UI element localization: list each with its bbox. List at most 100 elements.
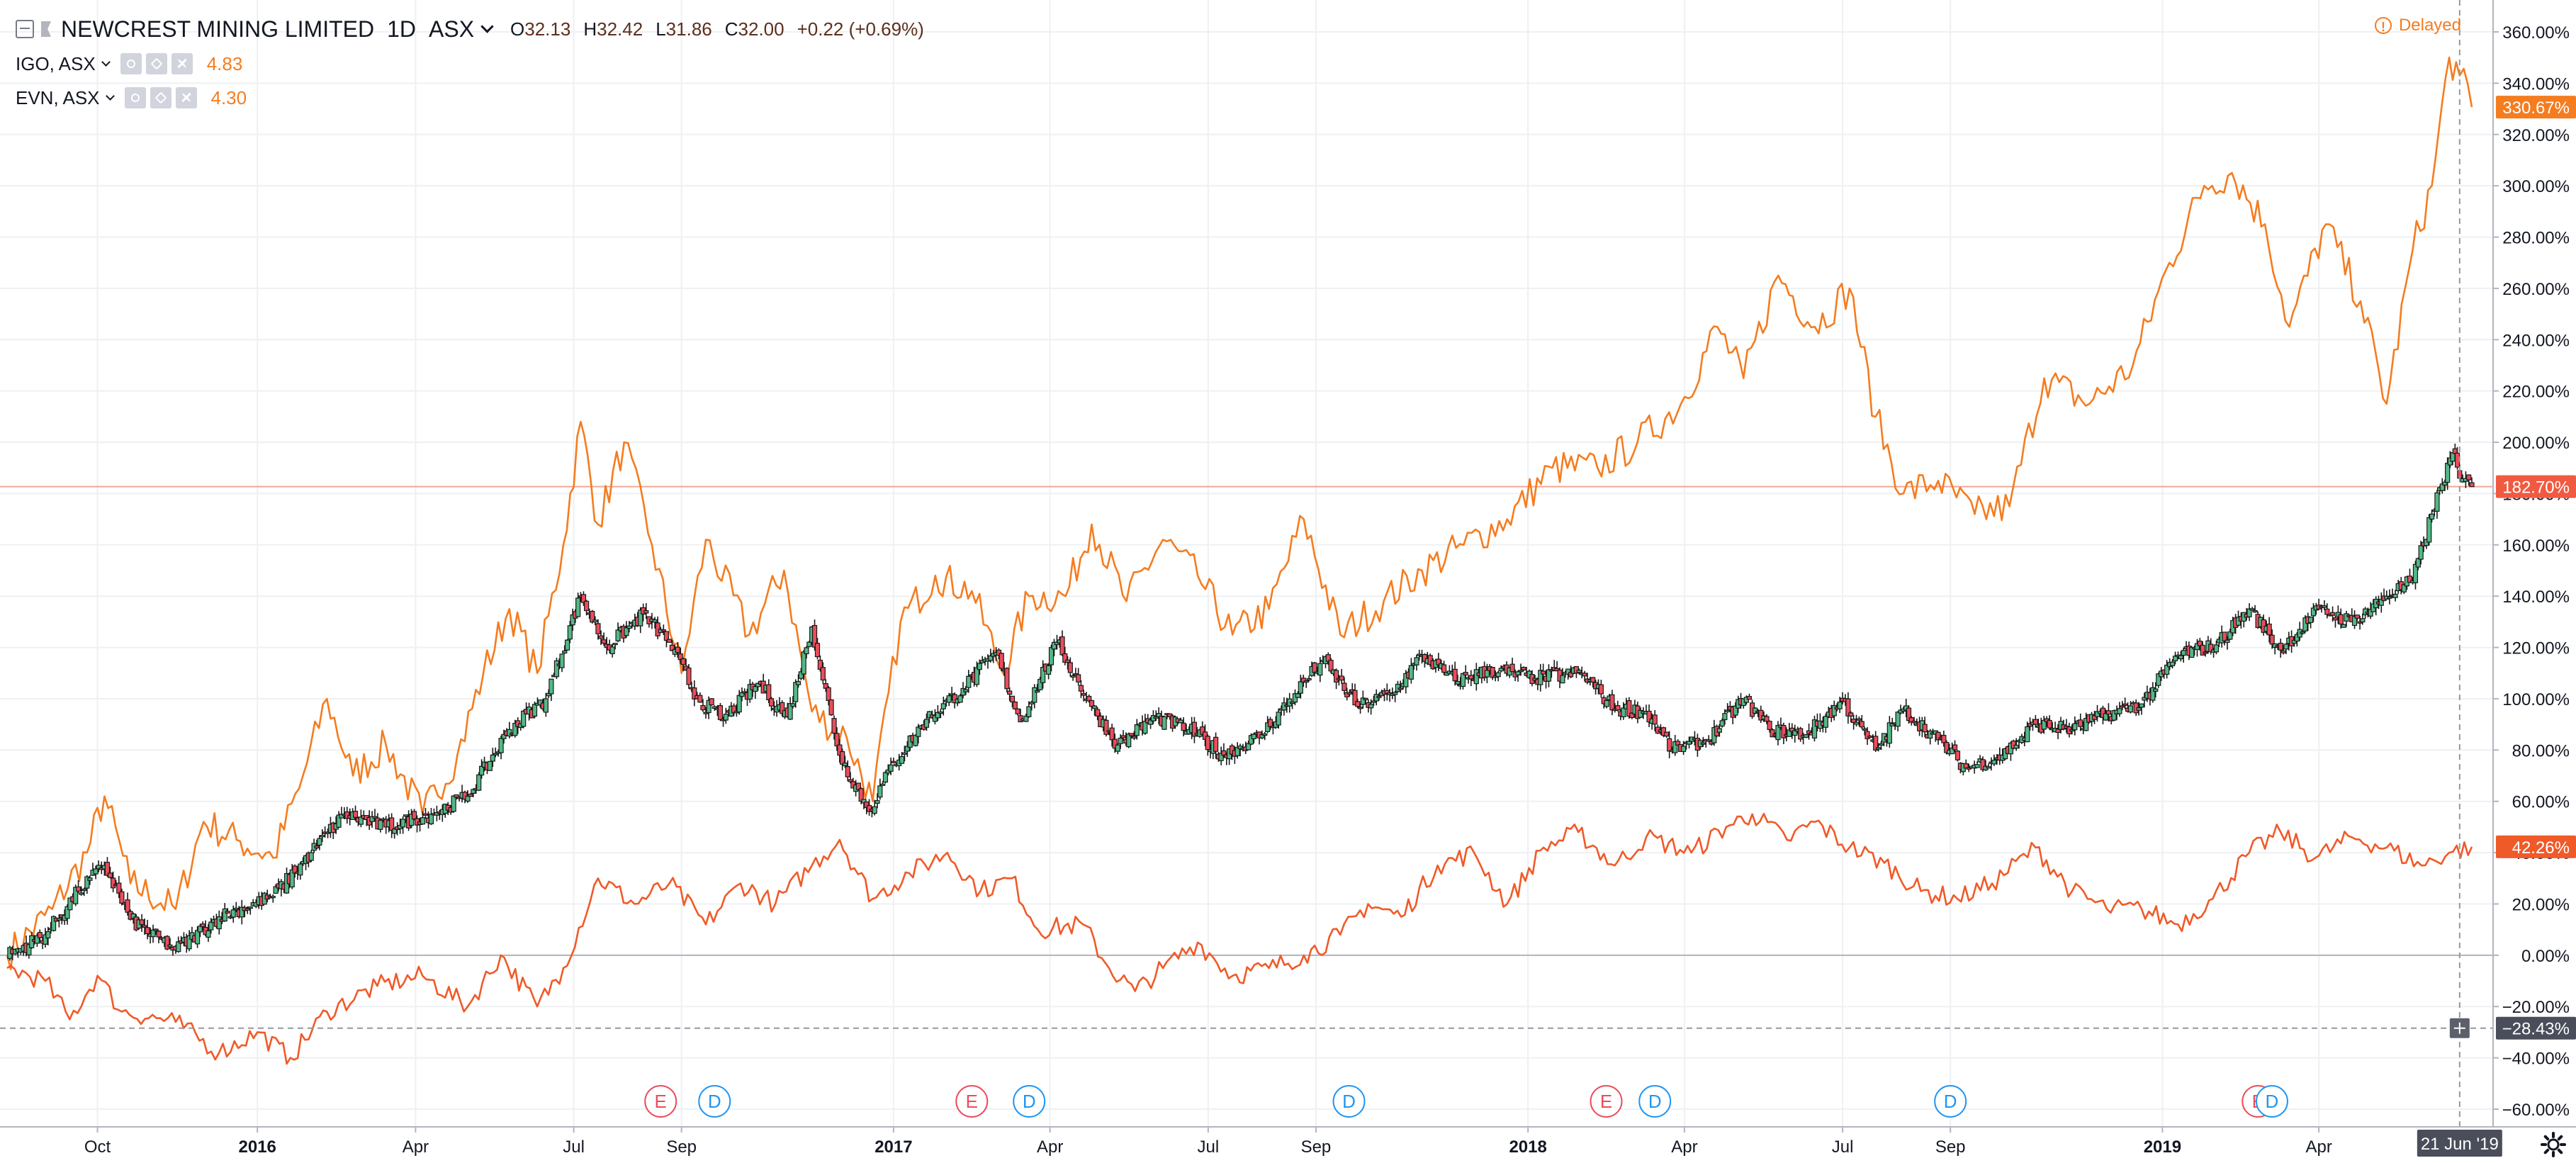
candle bbox=[660, 624, 666, 636]
compare-legend-igo[interactable]: IGO, ASX 4.83 bbox=[16, 50, 242, 78]
candle-body bbox=[1873, 736, 1879, 751]
candle-body bbox=[1095, 709, 1101, 717]
candle-body bbox=[1023, 715, 1029, 722]
candle bbox=[2150, 682, 2156, 703]
candle-body bbox=[1582, 673, 1587, 677]
candle bbox=[43, 928, 48, 948]
chevron-down-icon[interactable] bbox=[101, 57, 111, 67]
candle-body bbox=[675, 646, 680, 653]
candle bbox=[119, 888, 125, 906]
candle bbox=[1403, 670, 1409, 694]
time-axis-label: 2018 bbox=[1509, 1137, 1546, 1157]
candle bbox=[966, 670, 972, 693]
crosshair-value-tag: −28.43% bbox=[2496, 1016, 2576, 1040]
eye-icon[interactable] bbox=[120, 53, 142, 74]
candle bbox=[861, 799, 867, 809]
candle-body bbox=[2454, 452, 2460, 468]
candle-body bbox=[1162, 716, 1167, 730]
settings-icon[interactable] bbox=[145, 53, 167, 74]
interval-label[interactable]: 1D bbox=[387, 16, 416, 42]
candle-body bbox=[1346, 692, 1353, 695]
close-icon[interactable] bbox=[175, 87, 197, 108]
candle-body bbox=[247, 906, 253, 909]
candle bbox=[451, 795, 456, 813]
candle-body bbox=[96, 865, 101, 870]
candle bbox=[1823, 713, 1828, 734]
compare-legend-evn[interactable]: EVN, ASX 4.30 bbox=[16, 84, 247, 112]
candle-body bbox=[1167, 713, 1173, 717]
settings-icon[interactable] bbox=[2539, 1130, 2567, 1159]
candle bbox=[336, 811, 342, 828]
close-icon[interactable] bbox=[171, 53, 193, 74]
candle-body bbox=[2213, 644, 2220, 653]
candle bbox=[75, 880, 81, 894]
candle-body bbox=[428, 814, 434, 825]
exchange-label[interactable]: ASX bbox=[429, 16, 475, 42]
candle bbox=[1546, 664, 1552, 687]
price-axis-label: 80.00% bbox=[2512, 741, 2570, 760]
candle bbox=[1408, 658, 1414, 684]
candle bbox=[580, 591, 587, 606]
candle bbox=[677, 647, 683, 664]
eye-icon[interactable] bbox=[124, 87, 146, 108]
candle bbox=[1147, 717, 1154, 729]
candle-body bbox=[1498, 668, 1504, 672]
ohlc-low: L31.86 bbox=[656, 18, 712, 40]
candle-body bbox=[855, 782, 862, 790]
main-last-value-tag: 182.70% bbox=[2496, 475, 2576, 498]
candle-body bbox=[1237, 746, 1243, 750]
candle-body bbox=[1851, 719, 1857, 724]
candle bbox=[891, 757, 896, 764]
candle bbox=[1156, 707, 1162, 724]
candle bbox=[2032, 714, 2038, 728]
candle bbox=[880, 781, 886, 786]
candle-body bbox=[2153, 688, 2159, 692]
candle bbox=[1012, 701, 1018, 710]
candle-body bbox=[1848, 712, 1854, 717]
earnings-marker: E bbox=[644, 1085, 677, 1118]
candle-body bbox=[814, 643, 821, 658]
delayed-badge[interactable]: ! Delayed bbox=[2374, 16, 2461, 35]
symbol-title[interactable]: NEWCREST MINING LIMITED bbox=[61, 16, 375, 42]
chevron-down-icon[interactable] bbox=[480, 19, 494, 33]
candle bbox=[26, 943, 32, 959]
candle bbox=[1436, 653, 1441, 671]
candle bbox=[806, 641, 812, 648]
candle-body bbox=[1853, 721, 1860, 725]
candle bbox=[167, 938, 173, 949]
candle-body bbox=[1518, 670, 1524, 673]
compare-name-igo[interactable]: IGO, ASX bbox=[16, 52, 96, 74]
candle bbox=[643, 602, 649, 619]
candle bbox=[156, 930, 162, 943]
candle bbox=[1292, 689, 1298, 706]
candle-body bbox=[1004, 668, 1010, 690]
candle bbox=[1803, 734, 1809, 738]
candle-body bbox=[1621, 707, 1626, 717]
settings-icon[interactable] bbox=[150, 87, 171, 108]
candle-body bbox=[79, 892, 84, 895]
candle bbox=[1463, 665, 1468, 679]
candle bbox=[1991, 754, 1997, 766]
time-axis-label: Apr bbox=[2305, 1137, 2332, 1157]
collapse-icon[interactable] bbox=[16, 20, 34, 38]
candle-body bbox=[273, 886, 279, 894]
candle-body bbox=[1725, 709, 1731, 712]
candle-body bbox=[434, 811, 439, 816]
candle-body bbox=[1856, 718, 1862, 721]
event-label: D bbox=[1944, 1091, 1957, 1112]
chevron-down-icon[interactable] bbox=[105, 91, 115, 101]
price-axis-label: 240.00% bbox=[2502, 331, 2570, 350]
candle-body bbox=[831, 718, 837, 734]
flag-icon[interactable] bbox=[41, 21, 51, 37]
candle bbox=[1966, 763, 1972, 772]
value-tag-bg bbox=[2496, 475, 2576, 498]
candle-body bbox=[194, 930, 201, 945]
candle bbox=[1118, 734, 1123, 749]
event-circle bbox=[955, 1085, 989, 1118]
candle-body bbox=[1831, 704, 1837, 717]
compare-name-evn[interactable]: EVN, ASX bbox=[16, 86, 100, 108]
candle bbox=[1746, 693, 1753, 700]
candle bbox=[559, 653, 565, 673]
